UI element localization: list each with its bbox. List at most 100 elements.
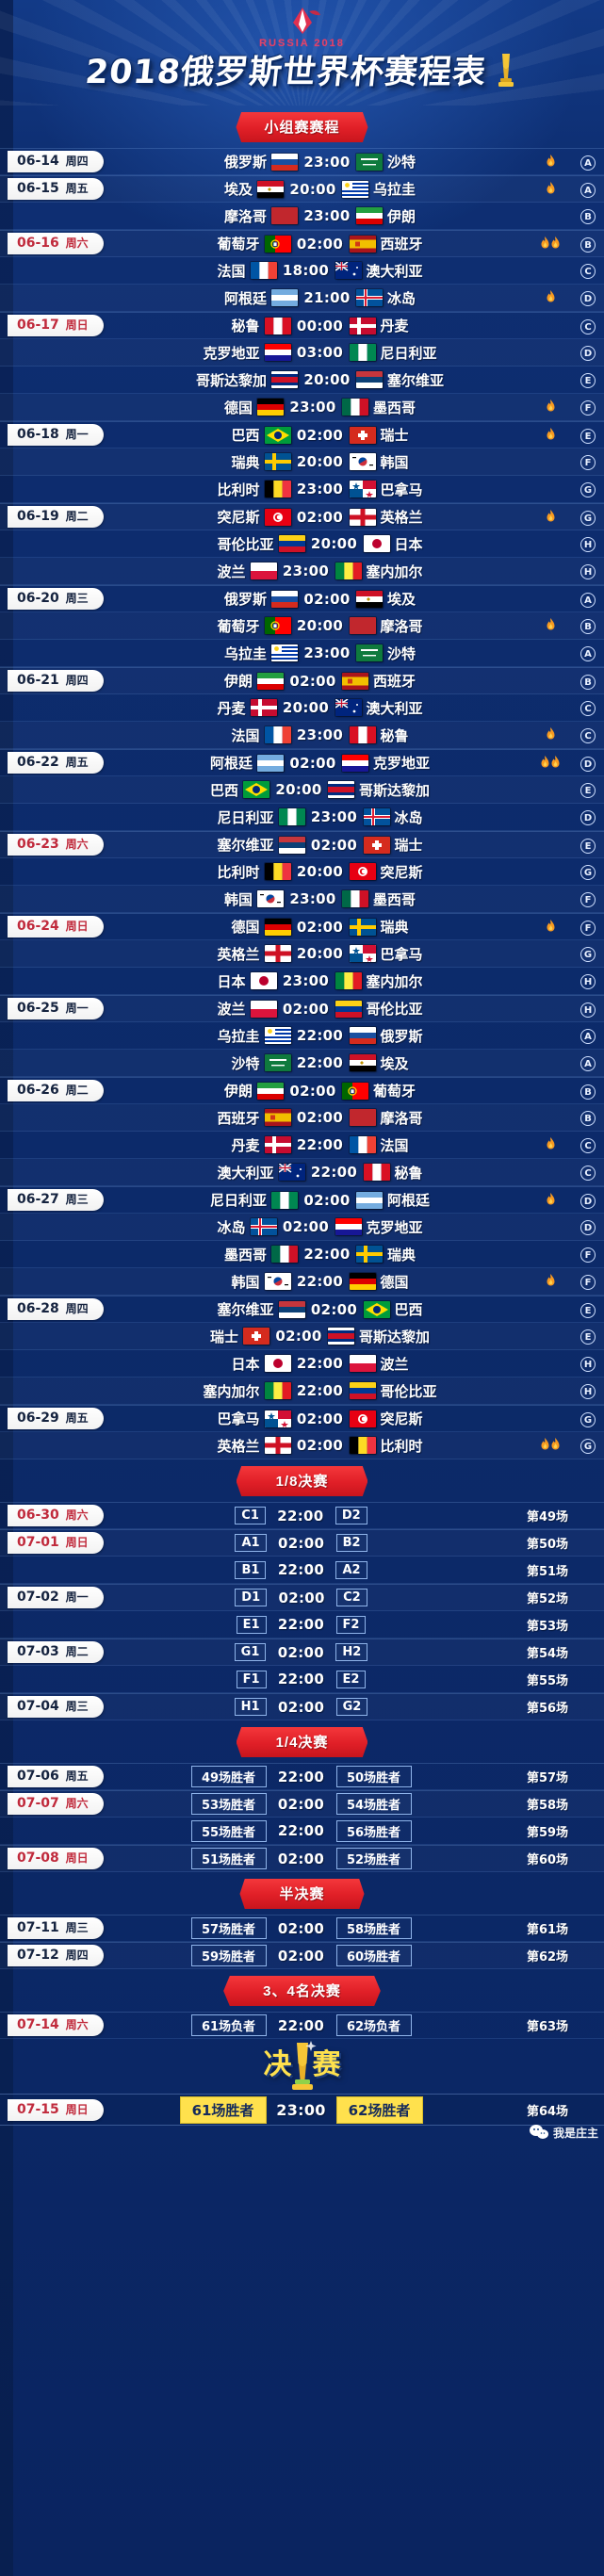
section-rows: 06-14 周四 俄罗斯 23:00 沙特 A 06-15 周五 埃及 20:0… bbox=[0, 148, 604, 1459]
match-row[interactable]: 瑞士 02:00 哥斯达黎加 E bbox=[0, 1323, 604, 1350]
match-row[interactable]: 阿根廷 21:00 冰岛 D bbox=[0, 285, 604, 312]
match-row[interactable]: 06-17 周日 秘鲁 00:00 丹麦 C bbox=[0, 312, 604, 339]
match-row[interactable]: 英格兰 02:00 比利时 G bbox=[0, 1432, 604, 1459]
match-row[interactable]: 06-19 周二 突尼斯 02:00 英格兰 G bbox=[0, 503, 604, 530]
kickoff-time: 02:00 bbox=[303, 1191, 351, 1209]
flag-tunisia-icon bbox=[349, 863, 376, 880]
weekday-label: 周五 bbox=[65, 1411, 89, 1425]
hot-match-fire-icon bbox=[547, 727, 554, 740]
final-match-row[interactable]: 07-15 周日 61场胜者 23:00 62场胜者 第64场 bbox=[0, 2094, 604, 2126]
match-row[interactable]: 韩国 23:00 墨西哥 F bbox=[0, 886, 604, 913]
match-row[interactable]: 冰岛 02:00 克罗地亚 D bbox=[0, 1214, 604, 1241]
match-row[interactable]: 哥伦比亚 20:00 日本 H bbox=[0, 530, 604, 558]
match-row[interactable]: 06-29 周五 巴拿马 02:00 突尼斯 G bbox=[0, 1405, 604, 1432]
group-badge: E bbox=[572, 1328, 604, 1345]
away-team-name: 西班牙 bbox=[380, 236, 423, 253]
match-row[interactable]: 法国 23:00 秘鲁 C bbox=[0, 722, 604, 749]
match-row[interactable]: 葡萄牙 20:00 摩洛哥 B bbox=[0, 612, 604, 640]
match-row[interactable]: 摩洛哥 23:00 伊朗 B bbox=[0, 203, 604, 230]
match-row[interactable]: 沙特 22:00 埃及 A bbox=[0, 1050, 604, 1077]
match-row[interactable]: 06-28 周四 塞尔维亚 02:00 巴西 E bbox=[0, 1296, 604, 1323]
match-row[interactable]: 韩国 22:00 德国 F bbox=[0, 1268, 604, 1296]
hot-indicator bbox=[529, 427, 572, 444]
match-row[interactable]: 06-27 周三 尼日利亚 02:00 阿根廷 D bbox=[0, 1186, 604, 1214]
section-banner: 1/4决赛 bbox=[236, 1727, 368, 1757]
match-row[interactable]: 55场胜者 22:00 56场胜者 第59场 bbox=[0, 1818, 604, 1845]
match-row[interactable]: B1 22:00 A2 第51场 bbox=[0, 1557, 604, 1584]
match-row[interactable]: 07-14 周六 61场负者 22:00 62场负者 第63场 bbox=[0, 2012, 604, 2039]
weekday-label: 周六 bbox=[65, 1508, 89, 1522]
group-letter: F bbox=[580, 455, 596, 470]
match-row[interactable]: 乌拉圭 22:00 俄罗斯 A bbox=[0, 1022, 604, 1050]
match-row[interactable]: 06-26 周二 伊朗 02:00 葡萄牙 B bbox=[0, 1077, 604, 1104]
match-row[interactable]: 07-04 周三 H1 02:00 G2 第56场 bbox=[0, 1693, 604, 1720]
match-row[interactable]: 06-16 周六 葡萄牙 02:00 西班牙 B bbox=[0, 230, 604, 257]
match-row[interactable]: 尼日利亚 23:00 冰岛 D bbox=[0, 804, 604, 831]
flag-senegal-icon bbox=[264, 1382, 291, 1399]
match-row[interactable]: 06-23 周六 塞尔维亚 02:00 瑞士 E bbox=[0, 831, 604, 858]
match-row[interactable]: 07-06 周五 49场胜者 22:00 50场胜者 第57场 bbox=[0, 1763, 604, 1790]
match-row[interactable]: 巴西 20:00 哥斯达黎加 E bbox=[0, 776, 604, 804]
hot-indicator bbox=[529, 1273, 572, 1290]
date-cell bbox=[0, 203, 111, 230]
kickoff-time: 22:00 bbox=[277, 1822, 325, 1839]
match-row[interactable]: 06-15 周五 埃及 20:00 乌拉圭 A bbox=[0, 175, 604, 203]
match-row[interactable]: 塞内加尔 22:00 哥伦比亚 H bbox=[0, 1378, 604, 1405]
hot-match-fire-icon bbox=[547, 181, 554, 193]
match-row[interactable]: 丹麦 22:00 法国 C bbox=[0, 1132, 604, 1159]
match-row[interactable]: 日本 22:00 波兰 H bbox=[0, 1350, 604, 1378]
match-row[interactable]: 法国 18:00 澳大利亚 C bbox=[0, 257, 604, 285]
flag-saudi-arabia-icon bbox=[264, 1054, 291, 1071]
date-chip: 06-28 周四 bbox=[8, 1298, 104, 1320]
match-row[interactable]: 比利时 23:00 巴拿马 G bbox=[0, 476, 604, 503]
date-cell: 06-17 周日 bbox=[0, 312, 111, 339]
flag-switzerland-icon bbox=[363, 836, 390, 854]
kickoff-time: 20:00 bbox=[289, 180, 336, 198]
match-row[interactable]: 06-24 周日 德国 02:00 瑞典 F bbox=[0, 913, 604, 940]
match-row[interactable]: 丹麦 20:00 澳大利亚 C bbox=[0, 694, 604, 722]
match-row[interactable]: 哥斯达黎加 20:00 塞尔维亚 E bbox=[0, 367, 604, 394]
match-row[interactable]: 07-03 周二 G1 02:00 H2 第54场 bbox=[0, 1639, 604, 1666]
flag-portugal-icon bbox=[264, 235, 291, 253]
group-badge: E bbox=[572, 837, 604, 854]
match-row[interactable]: 06-20 周三 俄罗斯 02:00 埃及 A bbox=[0, 585, 604, 612]
match-row[interactable]: 西班牙 02:00 摩洛哥 B bbox=[0, 1104, 604, 1132]
match-row[interactable]: 克罗地亚 03:00 尼日利亚 D bbox=[0, 339, 604, 367]
match-row[interactable]: 墨西哥 22:00 瑞典 F bbox=[0, 1241, 604, 1268]
away-slot: 60场胜者 bbox=[331, 1945, 492, 1966]
match-row[interactable]: 波兰 23:00 塞内加尔 H bbox=[0, 558, 604, 585]
date-cell: 07-12 周四 bbox=[0, 1942, 111, 1969]
match-row[interactable]: 乌拉圭 23:00 沙特 A bbox=[0, 640, 604, 667]
match-row[interactable]: 07-02 周一 D1 02:00 C2 第52场 bbox=[0, 1584, 604, 1611]
group-badge: H bbox=[572, 562, 604, 579]
date-chip: 07-12 周四 bbox=[8, 1945, 104, 1966]
match-row[interactable]: 06-25 周一 波兰 02:00 哥伦比亚 H bbox=[0, 995, 604, 1022]
flag-australia-icon bbox=[335, 699, 362, 716]
match-row[interactable]: 日本 23:00 塞内加尔 H bbox=[0, 968, 604, 995]
match-row[interactable]: 06-22 周五 阿根廷 02:00 克罗地亚 D bbox=[0, 749, 604, 776]
match-row[interactable]: 07-12 周四 59场胜者 02:00 60场胜者 第62场 bbox=[0, 1942, 604, 1969]
match-row[interactable]: 06-18 周一 巴西 02:00 瑞士 E bbox=[0, 421, 604, 448]
kickoff-time: 22:00 bbox=[277, 1616, 325, 1633]
match-row[interactable]: 06-30 周六 C1 22:00 D2 第49场 bbox=[0, 1502, 604, 1529]
match-row[interactable]: 德国 23:00 墨西哥 F bbox=[0, 394, 604, 421]
date-cell: 07-14 周六 bbox=[0, 2012, 111, 2039]
group-letter: E bbox=[580, 1302, 596, 1318]
match-row[interactable]: 比利时 20:00 突尼斯 G bbox=[0, 858, 604, 886]
kickoff-time: 23:00 bbox=[282, 562, 330, 579]
match-row[interactable]: 澳大利亚 22:00 秘鲁 C bbox=[0, 1159, 604, 1186]
match-row[interactable]: 07-07 周六 53场胜者 02:00 54场胜者 第58场 bbox=[0, 1790, 604, 1818]
match-row[interactable]: 06-14 周四 俄罗斯 23:00 沙特 A bbox=[0, 148, 604, 175]
match-row[interactable]: F1 22:00 E2 第55场 bbox=[0, 1666, 604, 1693]
match-row[interactable]: 06-21 周四 伊朗 02:00 西班牙 B bbox=[0, 667, 604, 694]
match-row[interactable]: 英格兰 20:00 巴拿马 G bbox=[0, 940, 604, 968]
date-cell bbox=[0, 339, 111, 367]
match-row[interactable]: 07-01 周日 A1 02:00 B2 第50场 bbox=[0, 1529, 604, 1557]
weekday-label: 周日 bbox=[65, 2102, 89, 2116]
match-row[interactable]: E1 22:00 F2 第53场 bbox=[0, 1611, 604, 1639]
home-team-name: 德国 bbox=[223, 399, 253, 416]
away-slot: B2 bbox=[331, 1534, 491, 1552]
match-row[interactable]: 07-08 周日 51场胜者 02:00 52场胜者 第60场 bbox=[0, 1845, 604, 1872]
match-row[interactable]: 瑞典 20:00 韩国 F bbox=[0, 448, 604, 476]
match-row[interactable]: 07-11 周三 57场胜者 02:00 58场胜者 第61场 bbox=[0, 1915, 604, 1942]
